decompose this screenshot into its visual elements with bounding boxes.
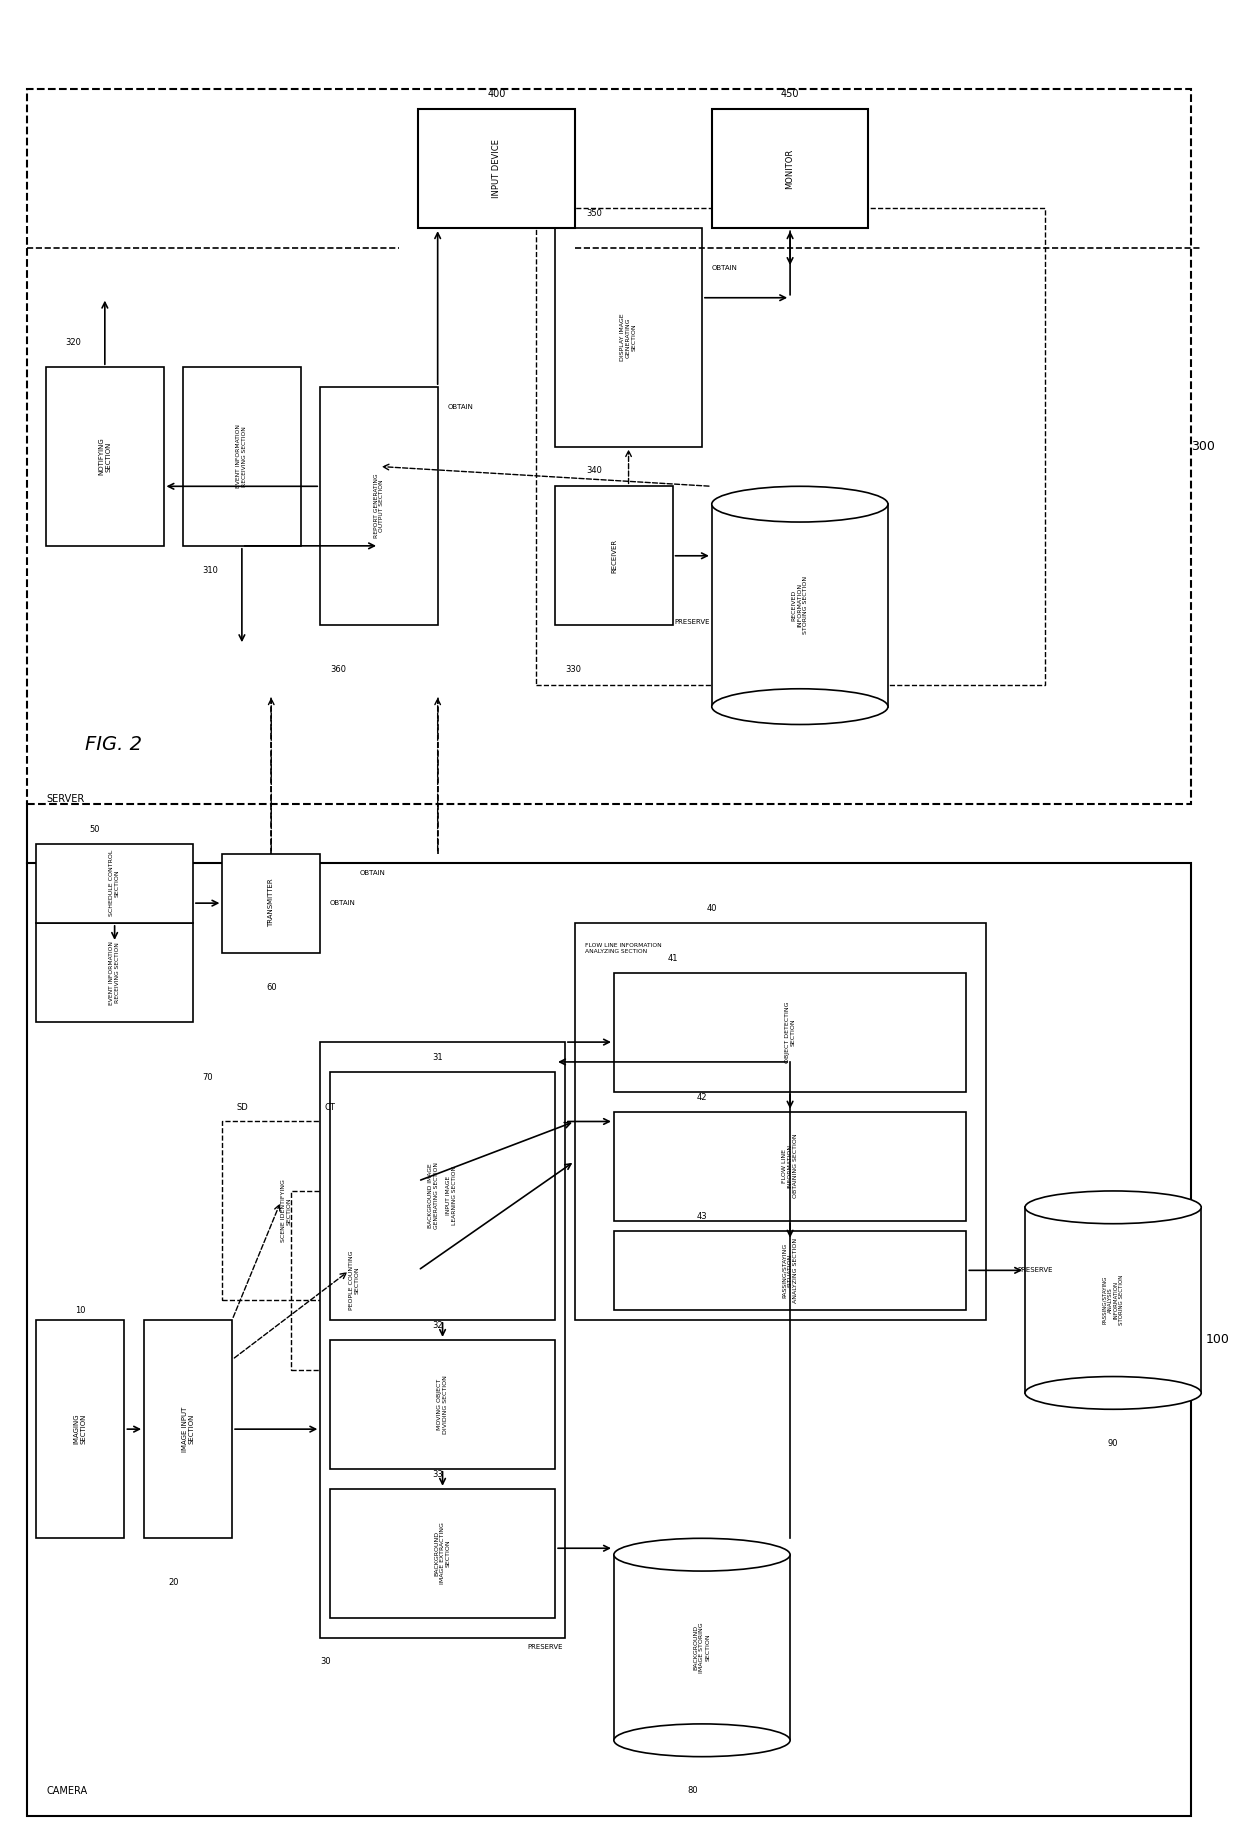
FancyBboxPatch shape [614, 1111, 966, 1220]
Ellipse shape [1025, 1191, 1202, 1224]
Text: IMAGING
SECTION: IMAGING SECTION [74, 1414, 87, 1445]
Text: PEOPLE COUNTING
SECTION: PEOPLE COUNTING SECTION [350, 1251, 360, 1310]
Text: FLOW LINE
INFORMATION
OBTAINING SECTION: FLOW LINE INFORMATION OBTAINING SECTION [781, 1133, 799, 1198]
Text: 42: 42 [697, 1093, 707, 1102]
Bar [1025, 1207, 1202, 1393]
FancyBboxPatch shape [330, 1489, 556, 1618]
Text: TRANSMITTER: TRANSMITTER [268, 879, 274, 927]
Text: OBTAIN: OBTAIN [360, 870, 386, 877]
Ellipse shape [614, 1539, 790, 1570]
Text: BACKGROUND
IMAGE EXTRACTING
SECTION: BACKGROUND IMAGE EXTRACTING SECTION [434, 1522, 451, 1585]
Text: REPORT GENERATING
OUTPUT SECTION: REPORT GENERATING OUTPUT SECTION [373, 474, 384, 538]
FancyBboxPatch shape [418, 109, 574, 229]
Text: CAMERA: CAMERA [46, 1786, 87, 1797]
Text: NOTIFYING
SECTION: NOTIFYING SECTION [98, 437, 112, 475]
Text: EVENT INFORMATION
RECEIVING SECTION: EVENT INFORMATION RECEIVING SECTION [237, 424, 247, 488]
Text: 400: 400 [487, 88, 506, 100]
FancyBboxPatch shape [556, 229, 702, 446]
Text: INPUT DEVICE: INPUT DEVICE [492, 140, 501, 199]
Text: DISPLAY IMAGE
GENERATING
SECTION: DISPLAY IMAGE GENERATING SECTION [620, 313, 637, 361]
FancyBboxPatch shape [46, 367, 164, 546]
FancyBboxPatch shape [320, 387, 438, 625]
Text: MOVING OBJECT
DIVIDING SECTION: MOVING OBJECT DIVIDING SECTION [438, 1375, 448, 1434]
Text: SERVER: SERVER [46, 794, 84, 804]
Text: BACKGROUND IMAGE
GENERATING SECTION

INPUT IMAGE
LEARNING SECTION: BACKGROUND IMAGE GENERATING SECTION INPU… [429, 1163, 456, 1229]
Text: 320: 320 [66, 339, 82, 346]
FancyBboxPatch shape [712, 109, 868, 229]
FancyBboxPatch shape [26, 863, 1192, 1815]
Bar [291, 1191, 418, 1369]
Text: 300: 300 [1192, 440, 1215, 453]
Text: OBTAIN: OBTAIN [448, 404, 474, 409]
FancyBboxPatch shape [36, 844, 193, 923]
Text: 100: 100 [1207, 1332, 1230, 1347]
Text: 360: 360 [330, 665, 346, 675]
Text: PRESERVE: PRESERVE [1017, 1268, 1053, 1274]
FancyBboxPatch shape [184, 367, 300, 546]
Text: 330: 330 [565, 665, 580, 675]
FancyBboxPatch shape [144, 1320, 232, 1539]
FancyBboxPatch shape [614, 973, 966, 1091]
Text: PASSING/STAYING
ANALYSIS
INFORMATION
STORING SECTION: PASSING/STAYING ANALYSIS INFORMATION STO… [1102, 1275, 1125, 1325]
Text: 70: 70 [202, 1073, 213, 1082]
Text: SD: SD [236, 1102, 248, 1111]
Text: 41: 41 [667, 953, 678, 962]
Text: 33: 33 [433, 1469, 443, 1478]
Text: 350: 350 [587, 210, 603, 217]
Text: 40: 40 [707, 905, 717, 912]
Text: EVENT INFORMATION
RECEIVING SECTION: EVENT INFORMATION RECEIVING SECTION [109, 940, 120, 1004]
Text: PASSING/STAYING
SITUATION
ANALYZING SECTION: PASSING/STAYING SITUATION ANALYZING SECT… [781, 1238, 799, 1303]
Text: 10: 10 [76, 1307, 86, 1316]
Text: CT: CT [325, 1102, 336, 1111]
Text: 43: 43 [697, 1211, 707, 1220]
Ellipse shape [712, 689, 888, 724]
Text: BACKGROUND
IMAGE STORING
SECTION: BACKGROUND IMAGE STORING SECTION [693, 1622, 711, 1673]
FancyBboxPatch shape [320, 1041, 565, 1638]
FancyBboxPatch shape [556, 487, 672, 625]
Text: OBJECT DETECTING
SECTION: OBJECT DETECTING SECTION [785, 1001, 796, 1063]
Ellipse shape [1025, 1377, 1202, 1410]
Text: MONITOR: MONITOR [786, 149, 795, 188]
Text: 450: 450 [781, 88, 800, 100]
Text: RECEIVER: RECEIVER [611, 538, 616, 573]
Ellipse shape [614, 1723, 790, 1756]
Text: 340: 340 [587, 466, 603, 475]
Text: PRESERVE: PRESERVE [527, 1644, 563, 1651]
Text: SCENE IDENTIFYING
SECTION: SCENE IDENTIFYING SECTION [280, 1180, 291, 1242]
FancyBboxPatch shape [574, 923, 986, 1320]
Text: 60: 60 [265, 982, 277, 992]
FancyBboxPatch shape [36, 1320, 124, 1539]
FancyBboxPatch shape [614, 1231, 966, 1310]
Text: SCHEDULE CONTROL
SECTION: SCHEDULE CONTROL SECTION [109, 850, 120, 916]
Bar [536, 208, 1044, 686]
Text: RECEIVED
INFORMATION
STORING SECTION: RECEIVED INFORMATION STORING SECTION [791, 577, 808, 634]
FancyBboxPatch shape [330, 1073, 556, 1320]
Text: IMAGE INPUT
SECTION: IMAGE INPUT SECTION [181, 1406, 195, 1452]
FancyBboxPatch shape [36, 923, 193, 1023]
Text: 20: 20 [169, 1578, 179, 1587]
Text: PRESERVE: PRESERVE [675, 619, 711, 625]
Text: 310: 310 [202, 566, 218, 575]
Ellipse shape [712, 487, 888, 522]
Text: FIG. 2: FIG. 2 [86, 735, 143, 754]
Text: OBTAIN: OBTAIN [330, 899, 356, 907]
Text: 30: 30 [320, 1657, 331, 1666]
Text: 31: 31 [433, 1052, 443, 1062]
FancyBboxPatch shape [330, 1340, 556, 1469]
Bar [712, 505, 888, 706]
Bar [614, 1555, 790, 1740]
Bar [26, 88, 1192, 804]
Text: 90: 90 [1107, 1439, 1118, 1449]
FancyBboxPatch shape [222, 853, 320, 953]
Text: FLOW LINE INFORMATION
ANALYZING SECTION: FLOW LINE INFORMATION ANALYZING SECTION [584, 944, 661, 953]
Text: OBTAIN: OBTAIN [712, 265, 738, 271]
Text: 32: 32 [433, 1321, 443, 1331]
Text: 50: 50 [89, 824, 100, 833]
Text: 80: 80 [687, 1786, 698, 1795]
Bar [222, 1122, 350, 1299]
